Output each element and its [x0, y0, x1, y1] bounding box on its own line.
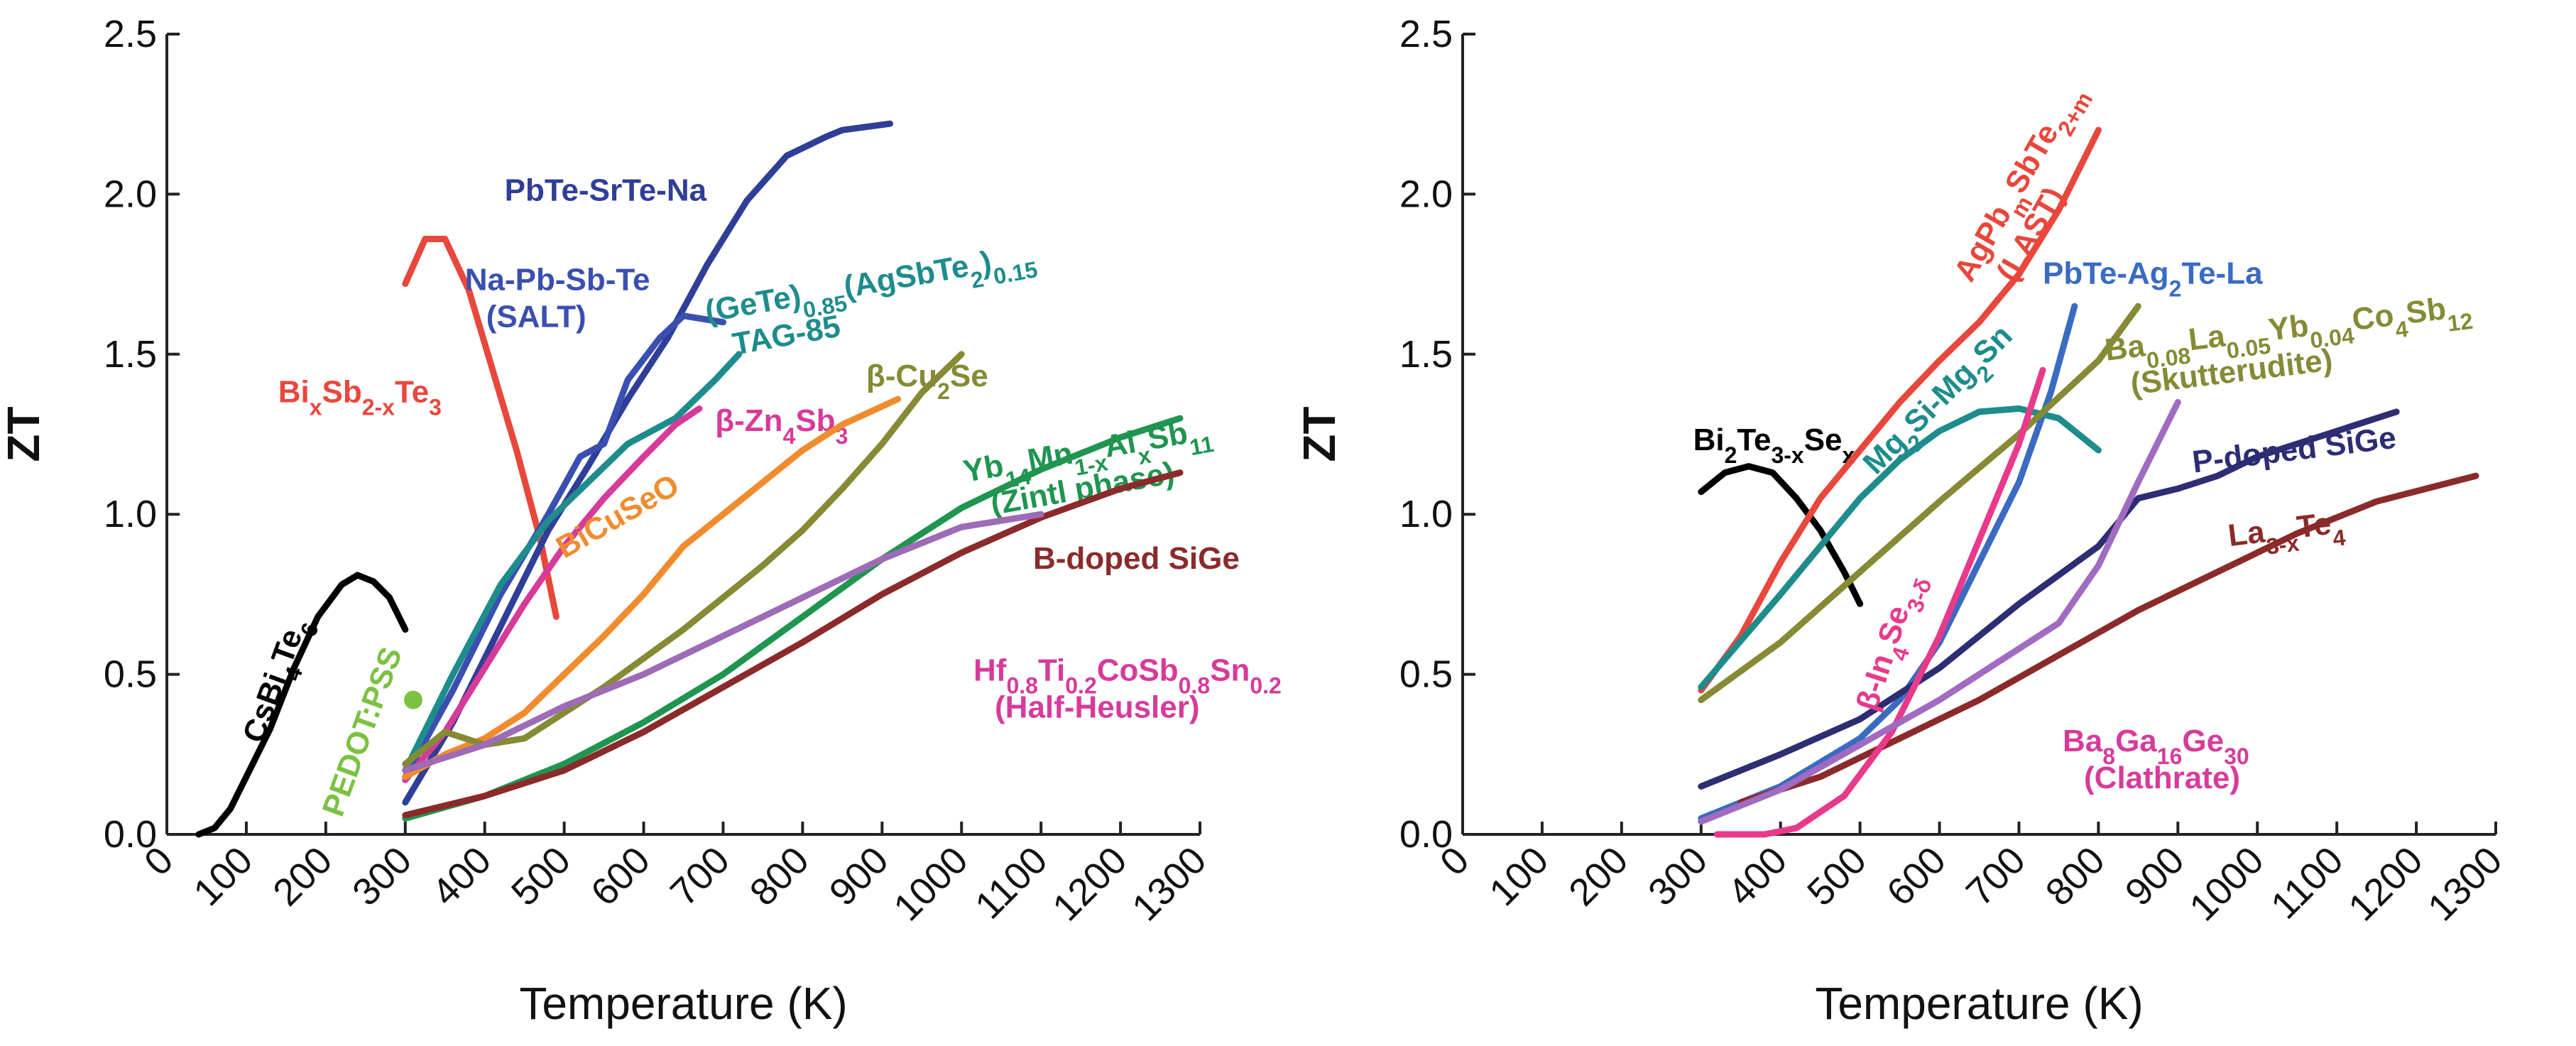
y-tick-label: 0.0	[104, 813, 157, 856]
x-tick-label: 500	[503, 839, 579, 914]
y-tick-label: 2.5	[104, 13, 157, 55]
y-tick-label: 1.5	[104, 333, 157, 376]
series-line-pbte-srte-na	[402, 120, 893, 806]
x-tick-label: 1100	[2263, 839, 2352, 927]
series-label-line2-na-pb-sb-te-salt: (SALT)	[486, 300, 586, 334]
x-tick-label: 100	[185, 839, 261, 914]
x-tick-label: 200	[1561, 839, 1636, 914]
series-label-p-doped-sige: P-doped SiGe	[2190, 420, 2398, 480]
series-label-mg2si-mg2sn: Mg2Si-Mg2Sn	[1856, 318, 2026, 489]
series-line-cu2se	[402, 351, 965, 768]
y-axis-title: ZT	[1294, 406, 1345, 462]
series-label-zn4sb3: β-Zn4Sb3	[715, 403, 848, 449]
series-line-la3-xte4	[1737, 472, 2479, 806]
y-tick-label: 0.0	[1399, 813, 1453, 856]
series-line-in4se3	[1713, 366, 2046, 838]
series-label-bi2te3-xsex: Bi2Te3-xSex	[1693, 423, 1855, 468]
series-line-mg2si-mg2sn	[1698, 405, 2102, 691]
x-tick-label: 1000	[2181, 839, 2271, 929]
series-line-yb14mn1-xalxsb11-zintl-phase	[402, 415, 1184, 822]
series-label-ba8ga16ge30-clathrate: Ba8Ga16Ge30	[2063, 724, 2249, 769]
chart-panel-2: 0.00.51.01.52.02.50 100 200 300 400 500 600 700…	[1294, 13, 2510, 1029]
x-tick-label: 600	[1879, 839, 1954, 914]
x-tick-label: 1200	[1044, 839, 1135, 929]
series-line-bixsb2-xte3	[402, 236, 560, 620]
x-tick-label: 1000	[885, 839, 976, 929]
y-axis-title: ZT	[0, 406, 49, 462]
series-label-csbi4te6: CsBi4Te6	[236, 613, 324, 751]
series-label-b-doped-sige: B-doped SiGe	[1033, 541, 1240, 576]
chart-panel-1: 0.00.51.01.52.02.50 100 200 300 400 500 600 700…	[0, 13, 1282, 1029]
x-tick-label: 300	[344, 839, 420, 914]
y-tick-label: 2.5	[1399, 13, 1453, 55]
x-tick-label: 1200	[2340, 839, 2430, 929]
x-tick-label: 400	[1720, 839, 1795, 914]
x-tick-label: 1300	[1124, 839, 1214, 929]
series-line-zn4sb3	[402, 405, 703, 783]
series-marker-pedot-pss	[403, 690, 422, 709]
series-line-p-doped-sige	[1698, 408, 2400, 790]
series-label-pedot-pss: PEDOT:PSS	[316, 643, 409, 821]
x-tick-label: 800	[2038, 839, 2113, 914]
x-tick-label: 900	[822, 839, 897, 914]
y-tick-label: 1.0	[104, 493, 157, 535]
series-line-b-doped-sige	[402, 469, 1184, 819]
series-label-ba0-08la0-05yb0-04co4sb12-skutterudite: Ba0.08La0.05Yb0.04Co4Sb12	[2103, 288, 2474, 378]
series-label-pbte-srte-na: PbTe-SrTe-Na	[505, 173, 707, 207]
series-line-ba8ga16ge30-clathrate	[1698, 398, 2181, 825]
x-axis-title: Temperature (K)	[519, 978, 847, 1029]
series-line-ba0-08la0-05yb0-04co4sb12-skutterudite	[1698, 303, 2141, 704]
series-label-yb14mn1-xalxsb11-zintl-phase: Yb14Mn1-xAlxSb11	[961, 411, 1216, 499]
x-tick-label: 400	[424, 839, 499, 914]
series-line-gete-0-85-agsbte2-0-15-tag-85	[402, 351, 743, 774]
x-tick-label: 1300	[2420, 839, 2510, 929]
series-label-cu2se: β-Cu2Se	[866, 359, 988, 404]
y-tick-label: 0.5	[1399, 653, 1453, 696]
y-tick-label: 1.5	[1399, 333, 1453, 376]
x-tick-label: 200	[265, 839, 340, 914]
x-tick-label: 800	[742, 839, 817, 914]
series-line-bicuseo	[402, 396, 902, 780]
x-tick-label: 600	[583, 839, 658, 914]
series-line-csbi4te6	[195, 572, 409, 838]
y-tick-label: 2.0	[104, 173, 157, 215]
series-line-bi2te3-xsex	[1698, 463, 1864, 607]
y-tick-label: 1.0	[1399, 493, 1453, 535]
series-label-line2-ba8ga16ge30-clathrate: (Clathrate)	[2084, 761, 2240, 795]
series-label-la3-xte4: La3-xTe4	[2226, 505, 2347, 564]
series-label-bixsb2-xte3: BixSb2-xTe3	[278, 374, 442, 420]
series-line-hf0-8ti0-2cosb0-8sn0-2-half-heusler	[402, 511, 1044, 774]
x-tick-label: 500	[1799, 839, 1874, 914]
y-tick-label: 0.5	[104, 653, 157, 696]
x-tick-label: 900	[2117, 839, 2193, 914]
series-line-na-pb-sb-te-salt	[402, 312, 726, 780]
x-tick-label: 700	[662, 839, 738, 914]
x-tick-label: 1100	[967, 839, 1056, 927]
x-tick-label: 700	[1958, 839, 2034, 914]
x-tick-label: 100	[1481, 839, 1556, 914]
series-label-pbte-ag2te-la: PbTe-Ag2Te-La	[2043, 256, 2263, 302]
y-tick-label: 2.0	[1399, 173, 1453, 215]
series-label-line2-hf0-8ti0-2cosb0-8sn0-2-half-heusler: (Half-Heusler)	[995, 690, 1200, 725]
x-tick-label: 300	[1640, 839, 1715, 914]
x-axis-title: Temperature (K)	[1815, 978, 2143, 1029]
series-line-agpbmsbte2-m-last	[1698, 126, 2102, 694]
series-label-na-pb-sb-te-salt: Na-Pb-Sb-Te	[465, 263, 650, 298]
series-label-hf0-8ti0-2cosb0-8sn0-2-half-heusler: Hf0.8Ti0.2CoSb0.8Sn0.2	[973, 653, 1282, 699]
